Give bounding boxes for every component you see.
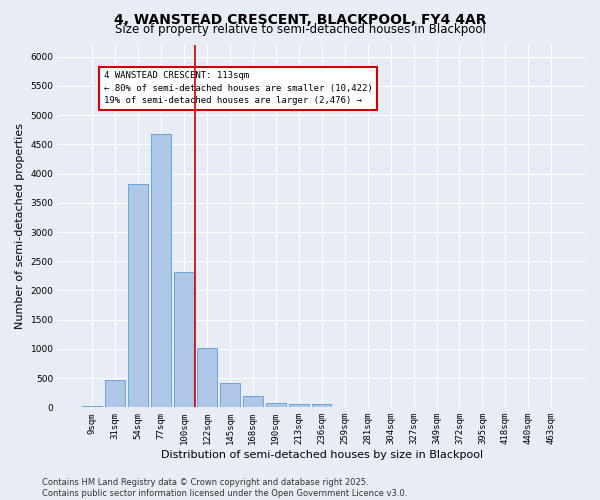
Bar [151, 134, 171, 407]
Bar [289, 404, 308, 407]
X-axis label: Distribution of semi-detached houses by size in Blackpool: Distribution of semi-detached houses by … [161, 450, 483, 460]
Bar [266, 403, 286, 407]
Text: Size of property relative to semi-detached houses in Blackpool: Size of property relative to semi-detach… [115, 22, 485, 36]
Bar [128, 184, 148, 408]
Bar [220, 383, 239, 407]
Bar [174, 272, 194, 407]
Bar [312, 404, 331, 407]
Bar [243, 396, 263, 407]
Text: 4 WANSTEAD CRESCENT: 113sqm
← 80% of semi-detached houses are smaller (10,422)
1: 4 WANSTEAD CRESCENT: 113sqm ← 80% of sem… [104, 72, 373, 106]
Y-axis label: Number of semi-detached properties: Number of semi-detached properties [15, 123, 25, 329]
Bar [106, 380, 125, 407]
Text: Contains HM Land Registry data © Crown copyright and database right 2025.
Contai: Contains HM Land Registry data © Crown c… [42, 478, 407, 498]
Bar [82, 406, 102, 407]
Bar [197, 348, 217, 408]
Text: 4, WANSTEAD CRESCENT, BLACKPOOL, FY4 4AR: 4, WANSTEAD CRESCENT, BLACKPOOL, FY4 4AR [114, 12, 486, 26]
